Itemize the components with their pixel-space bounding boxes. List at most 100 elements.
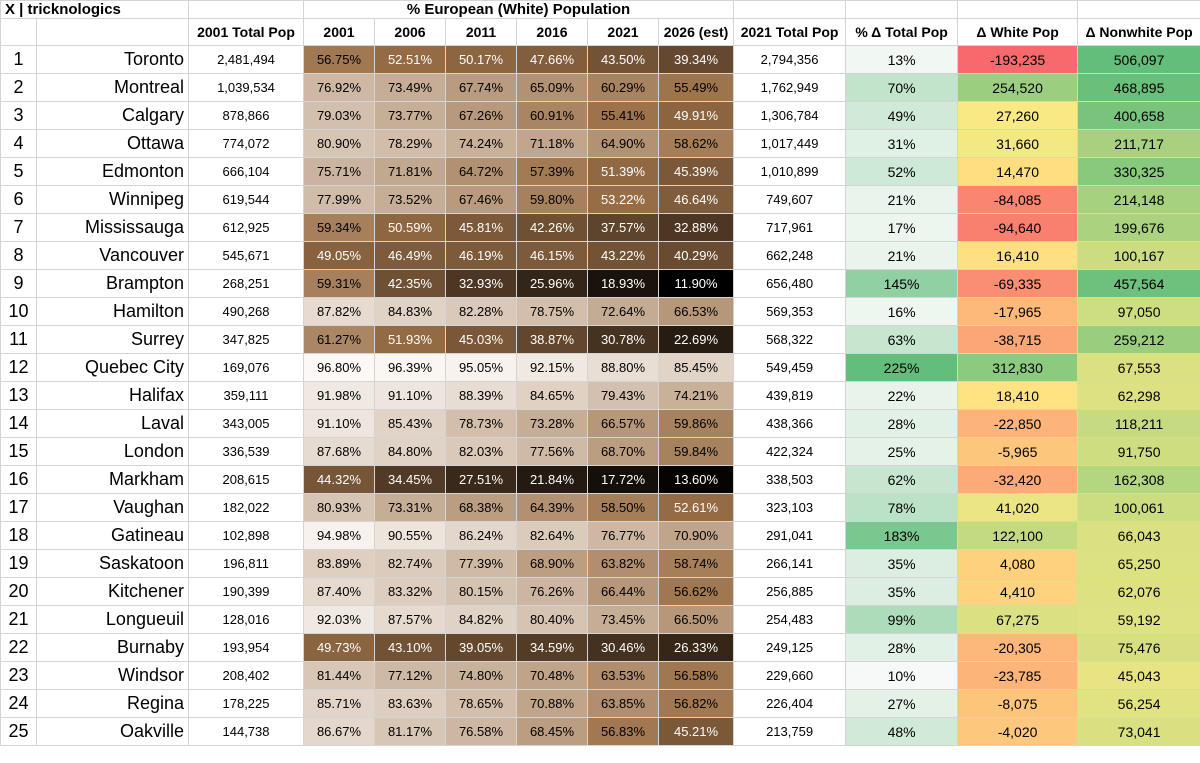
column-header: 2026 (est) <box>657 18 735 46</box>
table-row: 17 Vaughan 182,022 80.93% 73.31% 68.38% 64.39%… <box>0 493 1200 522</box>
data-table: X | tricknologics % European (White) Pop… <box>0 0 1200 746</box>
total-pop-2021: 229,660 <box>733 661 847 690</box>
white-pct-2011: 78.65% <box>445 689 517 718</box>
city-name: Surrey <box>36 325 189 354</box>
white-pct-2001: 77.99% <box>303 185 375 214</box>
white-pct-2006: 73.49% <box>374 73 446 102</box>
delta-white-pop: -69,335 <box>957 269 1079 298</box>
row-index: 12 <box>0 353 37 382</box>
delta-nonwhite-pop: 73,041 <box>1077 717 1200 746</box>
white-pct-2026: 39.34% <box>657 45 735 74</box>
table-row: 22 Burnaby 193,954 49.73% 43.10% 39.05% 34.59%… <box>0 633 1200 662</box>
white-pct-2026: 74.21% <box>657 381 735 410</box>
white-pct-2016: 84.65% <box>516 381 588 410</box>
white-pct-2001: 59.31% <box>303 269 375 298</box>
row-index: 14 <box>0 409 37 438</box>
white-pct-2016: 70.48% <box>516 661 588 690</box>
delta-nonwhite-pop: 259,212 <box>1077 325 1200 354</box>
city-name: Vaughan <box>36 493 189 522</box>
white-pct-2016: 68.45% <box>516 717 588 746</box>
total-pop-2001: 102,898 <box>188 521 304 550</box>
total-pop-change: 99% <box>845 605 959 634</box>
delta-white-pop: -23,785 <box>957 661 1079 690</box>
white-pct-2026: 56.82% <box>657 689 735 718</box>
row-index: 4 <box>0 129 37 158</box>
total-pop-2021: 1,010,899 <box>733 157 847 186</box>
delta-nonwhite-pop: 62,076 <box>1077 577 1200 606</box>
table-row: 16 Markham 208,615 44.32% 34.45% 27.51% 21.84%… <box>0 465 1200 494</box>
white-pct-2026: 46.64% <box>657 185 735 214</box>
total-pop-2001: 612,925 <box>188 213 304 242</box>
white-pct-2006: 77.12% <box>374 661 446 690</box>
total-pop-change: 63% <box>845 325 959 354</box>
total-pop-2021: 656,480 <box>733 269 847 298</box>
delta-nonwhite-pop: 67,553 <box>1077 353 1200 382</box>
row-index: 9 <box>0 269 37 298</box>
delta-white-pop: -4,020 <box>957 717 1079 746</box>
white-pct-2011: 45.81% <box>445 213 517 242</box>
column-header: 2011 <box>445 18 517 46</box>
table-row: 5 Edmonton 666,104 75.71% 71.81% 64.72% 57.39%… <box>0 157 1200 186</box>
white-pct-2016: 42.26% <box>516 213 588 242</box>
white-pct-2011: 50.17% <box>445 45 517 74</box>
city-name: Ottawa <box>36 129 189 158</box>
table-row: 13 Halifax 359,111 91.98% 91.10% 88.39% 84.65%… <box>0 381 1200 410</box>
total-pop-2001: 545,671 <box>188 241 304 270</box>
row-index: 1 <box>0 45 37 74</box>
total-pop-change: 70% <box>845 73 959 102</box>
white-pct-2016: 65.09% <box>516 73 588 102</box>
table-row: 14 Laval 343,005 91.10% 85.43% 78.73% 73.28% 66… <box>0 409 1200 438</box>
total-pop-2001: 666,104 <box>188 157 304 186</box>
white-pct-2006: 73.52% <box>374 185 446 214</box>
total-pop-2021: 662,248 <box>733 241 847 270</box>
delta-white-pop: 312,830 <box>957 353 1079 382</box>
total-pop-2021: 1,306,784 <box>733 101 847 130</box>
delta-nonwhite-pop: 66,043 <box>1077 521 1200 550</box>
total-pop-2001: 359,111 <box>188 381 304 410</box>
delta-nonwhite-pop: 506,097 <box>1077 45 1200 74</box>
white-pct-2001: 87.40% <box>303 577 375 606</box>
delta-nonwhite-pop: 100,061 <box>1077 493 1200 522</box>
white-pct-2006: 82.74% <box>374 549 446 578</box>
delta-white-pop: 31,660 <box>957 129 1079 158</box>
table-row: 6 Winnipeg 619,544 77.99% 73.52% 67.46% 59.80%… <box>0 185 1200 214</box>
delta-nonwhite-pop: 62,298 <box>1077 381 1200 410</box>
white-pct-2011: 64.72% <box>445 157 517 186</box>
delta-white-pop: 16,410 <box>957 241 1079 270</box>
delta-white-pop: 4,410 <box>957 577 1079 606</box>
city-name: Toronto <box>36 45 189 74</box>
total-pop-2001: 268,251 <box>188 269 304 298</box>
white-pct-2011: 67.74% <box>445 73 517 102</box>
delta-white-pop: -84,085 <box>957 185 1079 214</box>
table-row: 25 Oakville 144,738 86.67% 81.17% 76.58% 68.45… <box>0 717 1200 746</box>
total-pop-2001: 2,481,494 <box>188 45 304 74</box>
row-index: 17 <box>0 493 37 522</box>
city-name: Brampton <box>36 269 189 298</box>
city-name: Regina <box>36 689 189 718</box>
total-pop-2001: 343,005 <box>188 409 304 438</box>
white-pct-2016: 82.64% <box>516 521 588 550</box>
white-pct-2011: 88.39% <box>445 381 517 410</box>
white-pct-2006: 50.59% <box>374 213 446 242</box>
delta-white-pop: 4,080 <box>957 549 1079 578</box>
total-pop-change: 31% <box>845 129 959 158</box>
white-pct-2011: 45.03% <box>445 325 517 354</box>
white-pct-2021: 58.50% <box>587 493 659 522</box>
white-pct-2001: 96.80% <box>303 353 375 382</box>
white-pct-2016: 80.40% <box>516 605 588 634</box>
white-pct-2001: 76.92% <box>303 73 375 102</box>
white-pct-2001: 91.10% <box>303 409 375 438</box>
city-name: Gatineau <box>36 521 189 550</box>
white-pct-2011: 77.39% <box>445 549 517 578</box>
white-pct-2011: 68.38% <box>445 493 517 522</box>
white-pct-2016: 76.26% <box>516 577 588 606</box>
delta-white-pop: -94,640 <box>957 213 1079 242</box>
column-header: 2006 <box>374 18 446 46</box>
delta-white-pop: -38,715 <box>957 325 1079 354</box>
row-index: 24 <box>0 689 37 718</box>
white-pct-2006: 85.43% <box>374 409 446 438</box>
white-pct-2006: 43.10% <box>374 633 446 662</box>
row-index: 3 <box>0 101 37 130</box>
city-name: Calgary <box>36 101 189 130</box>
white-pct-2016: 60.91% <box>516 101 588 130</box>
